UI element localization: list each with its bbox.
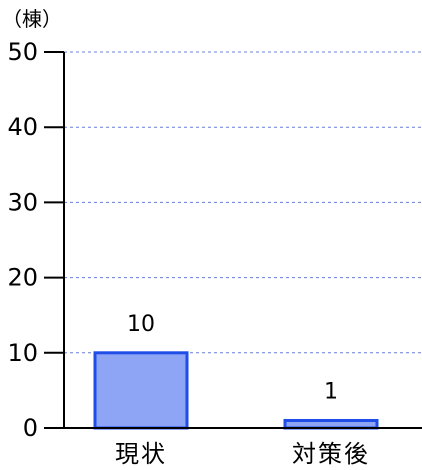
bar bbox=[93, 351, 189, 430]
y-tick-label: 40 bbox=[7, 113, 38, 141]
category-label: 現状 bbox=[115, 440, 167, 468]
y-axis-ticks: 0 10 20 30 40 50 bbox=[7, 38, 64, 442]
bars bbox=[93, 351, 379, 430]
y-tick-label: 0 bbox=[23, 414, 38, 442]
y-axis-unit-label: （棟） bbox=[2, 7, 62, 31]
category-label: 対策後 bbox=[292, 440, 370, 468]
data-labels: 10 1 bbox=[127, 312, 338, 405]
category-labels: 現状 対策後 bbox=[115, 440, 370, 468]
y-tick-label: 50 bbox=[7, 38, 38, 66]
bar bbox=[283, 418, 379, 430]
data-label: 10 bbox=[127, 312, 155, 337]
data-label: 1 bbox=[324, 379, 338, 404]
y-tick-label: 10 bbox=[7, 339, 38, 367]
y-tick-label: 30 bbox=[7, 188, 38, 216]
gridlines bbox=[64, 51, 422, 354]
axes bbox=[63, 52, 422, 429]
y-tick-label: 20 bbox=[7, 264, 38, 292]
